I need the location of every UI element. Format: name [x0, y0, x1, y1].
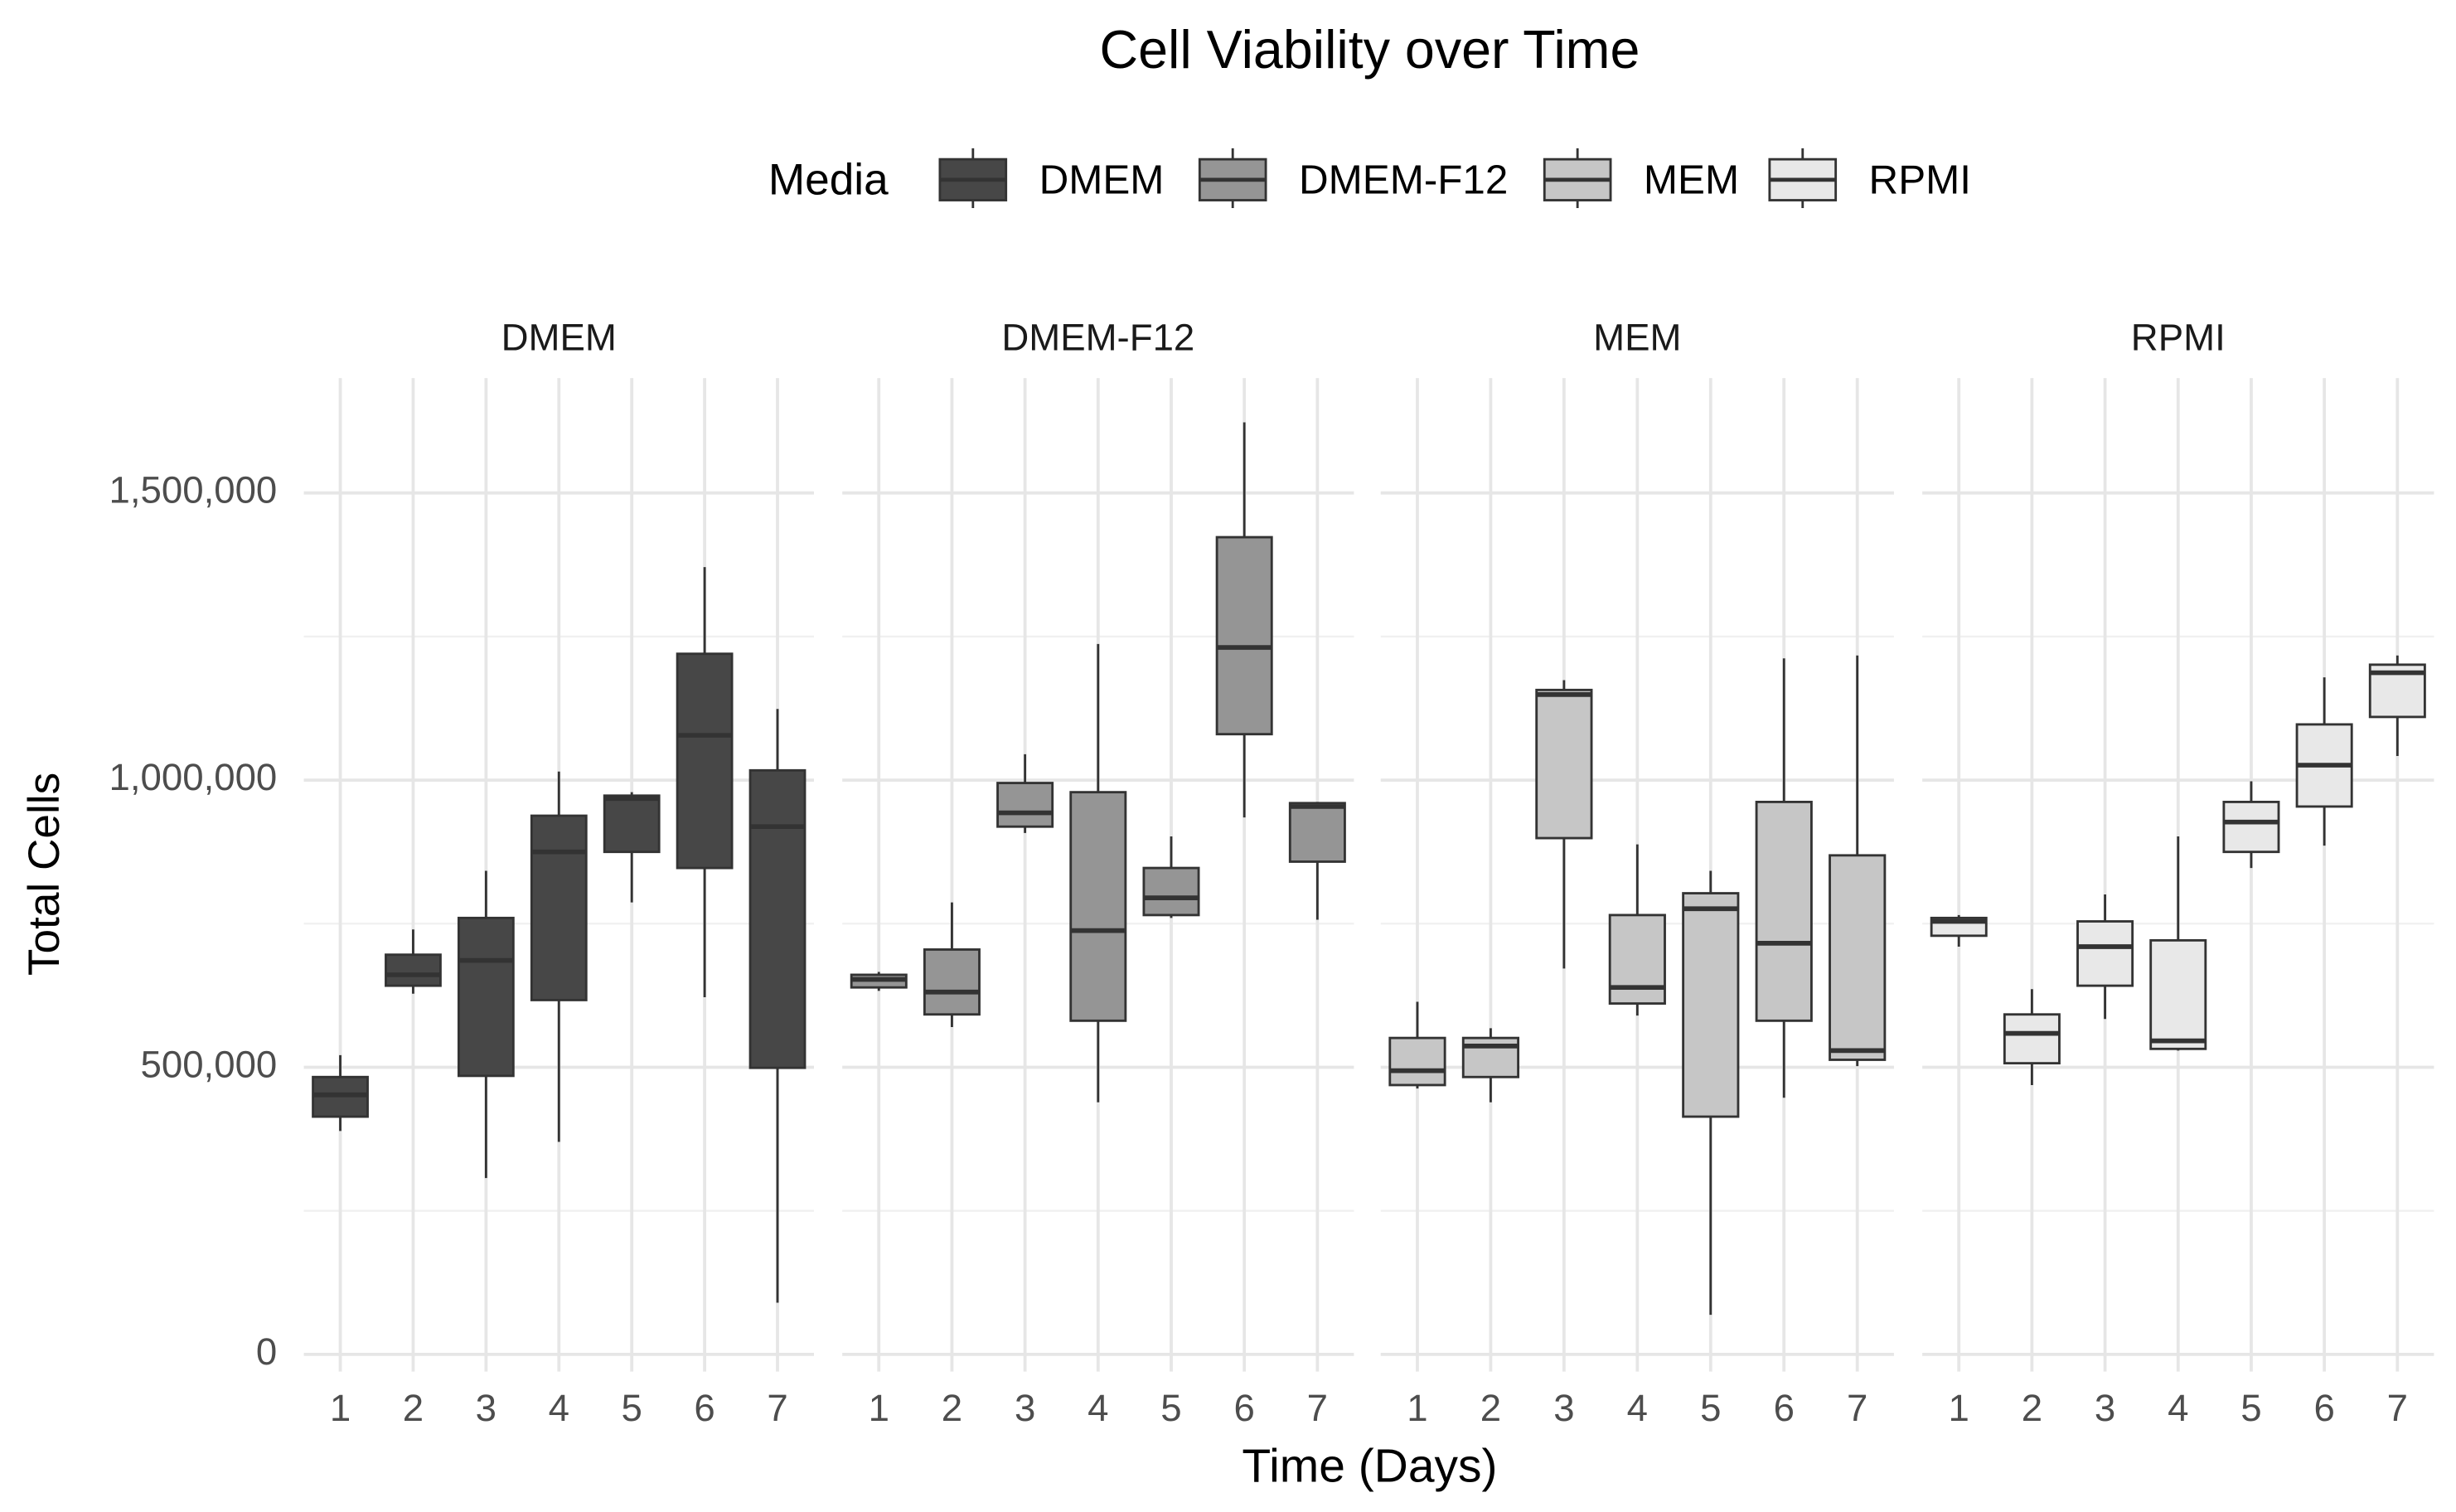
box	[2149, 938, 2207, 1050]
x-tick-label: 7	[2387, 1387, 2408, 1429]
y-tick-label: 0	[256, 1330, 277, 1373]
y-axis-label: Total Cells	[20, 773, 69, 976]
box	[1535, 688, 1593, 840]
box	[1755, 800, 1813, 1022]
facet-label: MEM	[1593, 317, 1681, 359]
legend-label: DMEM	[1039, 158, 1165, 203]
box	[530, 814, 588, 1001]
x-tick-label: 3	[1553, 1387, 1574, 1429]
x-tick-label: 6	[1233, 1387, 1254, 1429]
box	[457, 916, 515, 1078]
legend-label: MEM	[1644, 158, 1739, 203]
x-tick-label: 5	[1160, 1387, 1181, 1429]
x-tick-label: 4	[1627, 1387, 1648, 1429]
box	[1069, 791, 1127, 1022]
y-tick-label: 1,500,000	[109, 469, 278, 511]
x-tick-label: 4	[2168, 1387, 2188, 1429]
facet-label: DMEM-F12	[1001, 317, 1194, 359]
x-tick-label: 6	[1774, 1387, 1795, 1429]
box	[996, 782, 1054, 828]
x-tick-label: 1	[869, 1387, 889, 1429]
x-tick-label: 6	[2313, 1387, 2334, 1429]
y-tick-label: 500,000	[141, 1044, 278, 1086]
box	[1288, 802, 1346, 863]
x-tick-label: 1	[330, 1387, 351, 1429]
box	[385, 953, 442, 987]
x-tick-label: 2	[942, 1387, 962, 1429]
x-tick-label: 2	[2022, 1387, 2042, 1429]
box	[748, 768, 807, 1069]
x-tick-label: 7	[1847, 1387, 1867, 1429]
box	[676, 652, 734, 870]
x-tick-label: 5	[622, 1387, 642, 1429]
x-tick-label: 5	[2240, 1387, 2261, 1429]
x-tick-label: 3	[1015, 1387, 1035, 1429]
box	[1215, 536, 1273, 736]
x-tick-label: 6	[694, 1387, 715, 1429]
box	[1142, 866, 1200, 917]
box	[1388, 1036, 1446, 1087]
x-tick-label: 4	[1088, 1387, 1108, 1429]
x-tick-label: 5	[1700, 1387, 1721, 1429]
x-tick-label: 1	[1407, 1387, 1427, 1429]
y-tick-label: 1,000,000	[109, 756, 278, 798]
legend-label: DMEM-F12	[1299, 158, 1508, 203]
x-tick-label: 2	[1480, 1387, 1501, 1429]
box	[1608, 914, 1666, 1006]
x-tick-label: 4	[549, 1387, 569, 1429]
box	[2076, 920, 2134, 987]
box	[603, 794, 661, 854]
box	[1829, 854, 1887, 1061]
box	[1682, 892, 1740, 1118]
facet-label: DMEM	[501, 317, 617, 359]
x-tick-label: 7	[1307, 1387, 1328, 1429]
x-tick-label: 3	[2095, 1387, 2115, 1429]
x-tick-label: 2	[403, 1387, 424, 1429]
x-tick-label: 1	[1949, 1387, 1969, 1429]
x-tick-label: 3	[476, 1387, 497, 1429]
box	[2003, 1013, 2061, 1065]
legend-title: Media	[768, 156, 889, 205]
facet-label: RPMI	[2131, 317, 2226, 359]
x-axis-label: Time (Days)	[1242, 1439, 1497, 1492]
box	[923, 948, 981, 1016]
chart-title: Cell Viability over Time	[1100, 20, 1640, 80]
box	[2222, 800, 2280, 854]
legend-label: RPMI	[1869, 158, 1971, 203]
x-tick-label: 7	[767, 1387, 787, 1429]
